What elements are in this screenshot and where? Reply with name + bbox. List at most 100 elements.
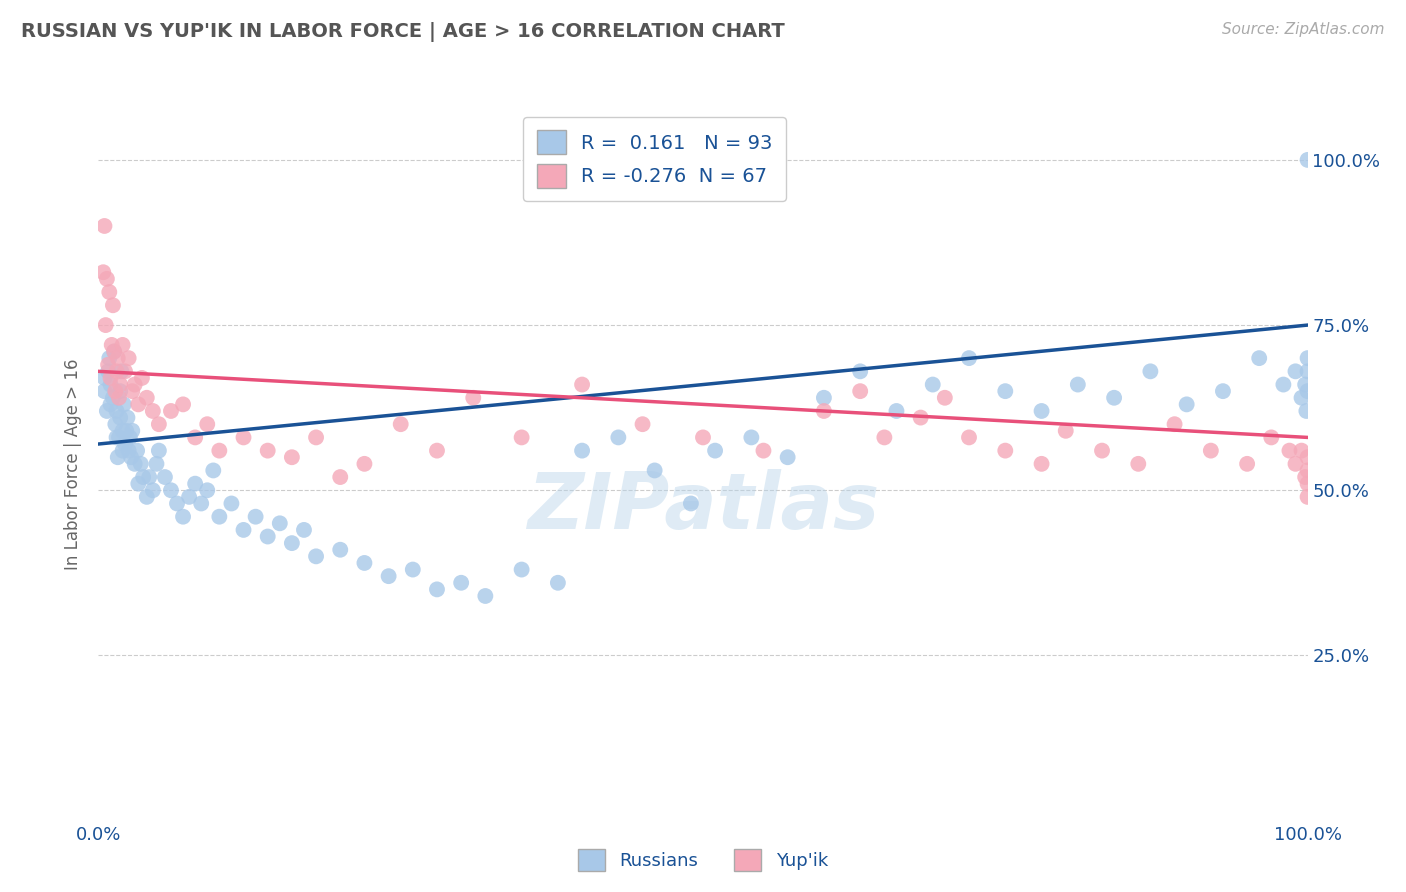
Point	[957, 351, 980, 365]
Point	[292, 523, 315, 537]
Point	[179, 490, 201, 504]
Point	[547, 575, 569, 590]
Point	[873, 430, 896, 444]
Point	[135, 490, 157, 504]
Point	[172, 397, 194, 411]
Point	[1272, 377, 1295, 392]
Point	[93, 219, 115, 233]
Point	[118, 351, 141, 365]
Point	[114, 364, 136, 378]
Point	[994, 384, 1017, 399]
Point	[1296, 351, 1319, 365]
Point	[104, 384, 127, 399]
Point	[510, 563, 533, 577]
Point	[329, 470, 352, 484]
Point	[679, 496, 702, 510]
Point	[105, 364, 128, 378]
Point	[813, 391, 835, 405]
Point	[232, 430, 254, 444]
Point	[107, 450, 129, 465]
Point	[100, 338, 122, 352]
Point	[1296, 364, 1319, 378]
Point	[1031, 457, 1053, 471]
Point	[108, 377, 131, 392]
Point	[1278, 443, 1301, 458]
Point	[692, 430, 714, 444]
Point	[1284, 457, 1306, 471]
Text: RUSSIAN VS YUP'IK IN LABOR FORCE | AGE > 16 CORRELATION CHART: RUSSIAN VS YUP'IK IN LABOR FORCE | AGE >…	[21, 22, 785, 42]
Point	[1091, 443, 1114, 458]
Point	[104, 417, 127, 432]
Point	[1260, 430, 1282, 444]
Point	[571, 443, 593, 458]
Point	[94, 318, 117, 332]
Point	[105, 430, 128, 444]
Legend: Russians, Yup'ik: Russians, Yup'ik	[571, 842, 835, 879]
Point	[1296, 384, 1319, 399]
Point	[100, 397, 122, 411]
Point	[121, 424, 143, 438]
Point	[269, 516, 291, 531]
Point	[100, 371, 122, 385]
Point	[121, 384, 143, 399]
Point	[1128, 457, 1150, 471]
Point	[305, 430, 328, 444]
Point	[740, 430, 762, 444]
Point	[98, 351, 121, 365]
Point	[1284, 364, 1306, 378]
Point	[153, 470, 176, 484]
Point	[994, 443, 1017, 458]
Point	[195, 483, 218, 498]
Point	[1212, 384, 1234, 399]
Legend: R =  0.161   N = 93, R = -0.276  N = 67: R = 0.161 N = 93, R = -0.276 N = 67	[523, 117, 786, 202]
Point	[118, 443, 141, 458]
Point	[305, 549, 328, 564]
Point	[1249, 351, 1271, 365]
Point	[105, 404, 128, 418]
Point	[129, 457, 152, 471]
Point	[117, 410, 139, 425]
Point	[118, 430, 141, 444]
Point	[132, 470, 155, 484]
Text: Source: ZipAtlas.com: Source: ZipAtlas.com	[1222, 22, 1385, 37]
Point	[107, 351, 129, 365]
Point	[120, 450, 142, 465]
Point	[148, 443, 170, 458]
Point	[776, 450, 799, 465]
Point	[172, 509, 194, 524]
Point	[256, 529, 278, 543]
Point	[1199, 443, 1222, 458]
Point	[112, 397, 135, 411]
Point	[111, 443, 134, 458]
Point	[910, 410, 932, 425]
Point	[1291, 443, 1313, 458]
Point	[93, 371, 115, 385]
Point	[450, 575, 472, 590]
Point	[644, 463, 666, 477]
Point	[108, 430, 131, 444]
Point	[1291, 391, 1313, 405]
Point	[91, 265, 114, 279]
Point	[1294, 377, 1316, 392]
Point	[103, 344, 125, 359]
Point	[98, 285, 121, 299]
Point	[1139, 364, 1161, 378]
Point	[256, 443, 278, 458]
Point	[402, 563, 425, 577]
Point	[329, 542, 352, 557]
Point	[389, 417, 412, 432]
Point	[426, 582, 449, 597]
Point	[849, 364, 872, 378]
Point	[1296, 463, 1319, 477]
Point	[160, 404, 183, 418]
Point	[281, 450, 304, 465]
Point	[1031, 404, 1053, 418]
Point	[232, 523, 254, 537]
Point	[849, 384, 872, 399]
Point	[184, 476, 207, 491]
Point	[1296, 153, 1319, 167]
Point	[281, 536, 304, 550]
Point	[1102, 391, 1125, 405]
Point	[1295, 404, 1317, 418]
Point	[377, 569, 399, 583]
